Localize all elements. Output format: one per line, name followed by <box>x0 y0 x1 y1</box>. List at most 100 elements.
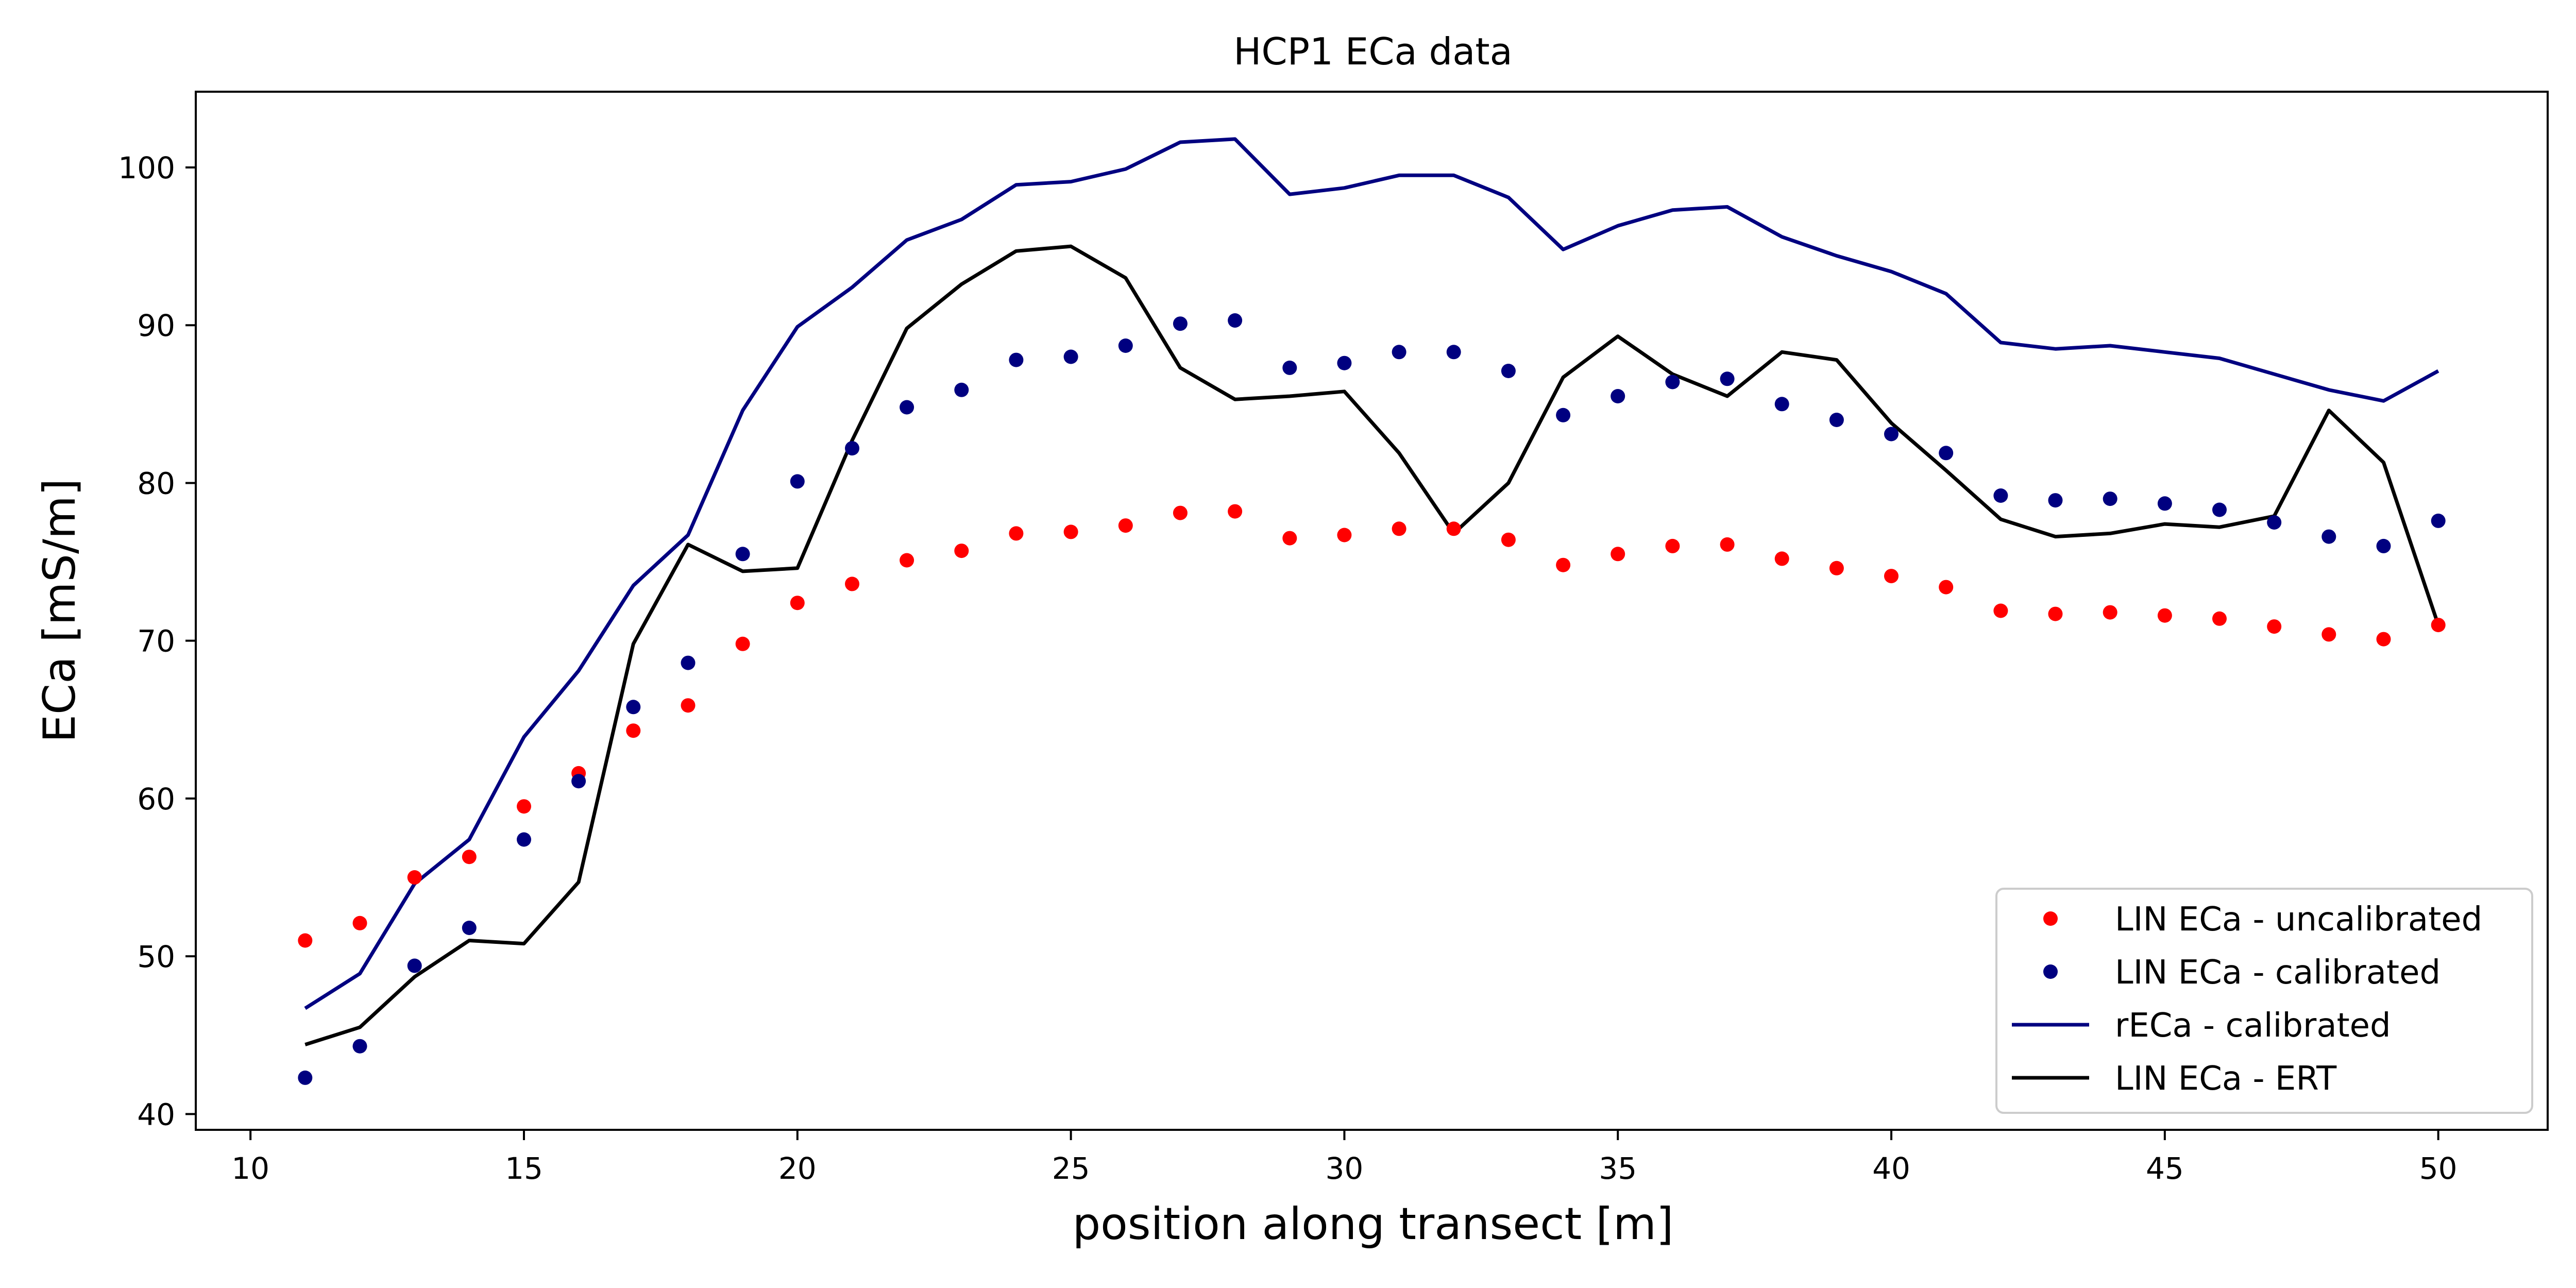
x-tick-label: 45 <box>2146 1151 2184 1186</box>
series-0-point <box>1392 521 1406 536</box>
series-0-point <box>1063 524 1078 539</box>
x-tick-label: 20 <box>778 1151 817 1186</box>
series-0-point <box>845 577 859 591</box>
series-1-point <box>2267 515 2282 530</box>
series-0-point <box>517 799 531 814</box>
series-0-point <box>1446 521 1461 536</box>
series-1-point <box>735 547 750 562</box>
x-axis-title: position along transect [m] <box>1073 1198 1674 1250</box>
series-1-point <box>2157 496 2172 511</box>
series-0-point <box>2048 606 2063 621</box>
legend-frame <box>1995 888 2533 1114</box>
x-tick-label: 25 <box>1052 1151 1090 1186</box>
series-1-point <box>1337 355 1352 370</box>
series-0-point <box>1884 569 1899 584</box>
series-1-point <box>681 655 696 670</box>
series-1-point <box>571 774 586 789</box>
series-0-point <box>1993 603 2008 618</box>
series-0-point <box>2103 605 2117 620</box>
series-1-point <box>1720 371 1735 386</box>
series-1-point <box>1009 352 1024 367</box>
series-1-point <box>1392 345 1406 360</box>
x-tick-label: 40 <box>1872 1151 1910 1186</box>
y-tick-label: 70 <box>137 624 175 659</box>
series-0-point <box>1774 551 1789 566</box>
series-1-point <box>1118 338 1133 353</box>
series-1-point <box>1282 360 1297 375</box>
legend-label: LIN ECa - uncalibrated <box>2115 901 2482 939</box>
axes: 10 15 20 25 30 35 40 45 50 40 50 60 70 80 90 100 <box>118 91 2549 1186</box>
series-1-point <box>1228 313 1243 328</box>
series-1-point <box>1446 345 1461 360</box>
series-1-point <box>517 832 531 847</box>
series-0-point <box>1501 532 1516 547</box>
series-0-point <box>1611 547 1625 562</box>
series-0-point <box>790 596 805 611</box>
legend-label: rECa - calibrated <box>2115 1007 2391 1045</box>
axes-frame <box>195 91 2549 1131</box>
x-tick-label: 15 <box>505 1151 543 1186</box>
series-0-point <box>2431 618 2446 633</box>
y-axis-title: ECa [mS/m] <box>34 479 86 743</box>
series-0-point <box>626 723 641 738</box>
series-0-point <box>462 850 477 865</box>
chart-title: HCP1 ECa data <box>1233 30 1512 73</box>
y-tick-label: 100 <box>118 150 175 185</box>
series-0-point <box>1720 537 1735 552</box>
series-0-point <box>1337 528 1352 543</box>
series-1-point <box>2212 502 2227 517</box>
series-0-point <box>1556 557 1571 572</box>
series-1-point <box>1939 446 1954 461</box>
series-1-point <box>845 441 859 456</box>
series-1-point <box>900 400 914 415</box>
series-1-point <box>2376 538 2391 553</box>
series-1-point <box>407 958 422 973</box>
series-0-point <box>1173 505 1188 520</box>
series-1-point <box>1611 389 1625 403</box>
series-0-point <box>1282 531 1297 546</box>
series-0-point <box>2321 627 2336 642</box>
series-0-point <box>2157 608 2172 623</box>
series-0-point <box>954 544 969 558</box>
x-tick-label: 50 <box>2419 1151 2458 1186</box>
x-tick-label: 30 <box>1326 1151 1364 1186</box>
x-tick-label: 35 <box>1599 1151 1637 1186</box>
plot-area <box>298 137 2446 1085</box>
series-0-point <box>2267 619 2282 634</box>
series-0-point <box>352 916 367 930</box>
y-tick-label: 50 <box>137 939 175 974</box>
series-1-point <box>2103 492 2117 506</box>
y-tick-label: 40 <box>137 1097 175 1132</box>
series-1-point <box>626 700 641 715</box>
x-tick-label: 10 <box>231 1151 269 1186</box>
legend-marker <box>2043 911 2058 926</box>
series-1-point <box>1774 397 1789 412</box>
series-line-2 <box>304 137 2439 1010</box>
y-tick-label: 90 <box>137 308 175 343</box>
series-1-point <box>298 1070 313 1085</box>
series-1-point <box>1993 488 2008 503</box>
series-1-point <box>1556 408 1571 422</box>
series-0-point <box>407 870 422 885</box>
y-tick-label: 60 <box>137 782 175 817</box>
legend-marker <box>2043 964 2058 979</box>
series-0-point <box>735 636 750 651</box>
series-0-point <box>900 553 914 568</box>
series-1-point <box>1665 375 1680 389</box>
series-0-point <box>681 698 696 713</box>
series-0-point <box>1009 526 1024 541</box>
y-tick-label: 80 <box>137 466 175 501</box>
series-0-point <box>298 933 313 948</box>
series-line-3 <box>304 244 2441 1046</box>
legend-label: LIN ECa - ERT <box>2115 1060 2337 1098</box>
series-0-point <box>1118 518 1133 533</box>
legend-label: LIN ECa - calibrated <box>2115 954 2441 992</box>
series-0-point <box>1939 580 1954 595</box>
series-0-point <box>1665 538 1680 553</box>
series-1-point <box>2431 513 2446 528</box>
series-1-point <box>352 1039 367 1054</box>
series-0-point <box>1829 561 1844 575</box>
series-0-point <box>1228 504 1243 519</box>
series-0-point <box>2212 611 2227 626</box>
